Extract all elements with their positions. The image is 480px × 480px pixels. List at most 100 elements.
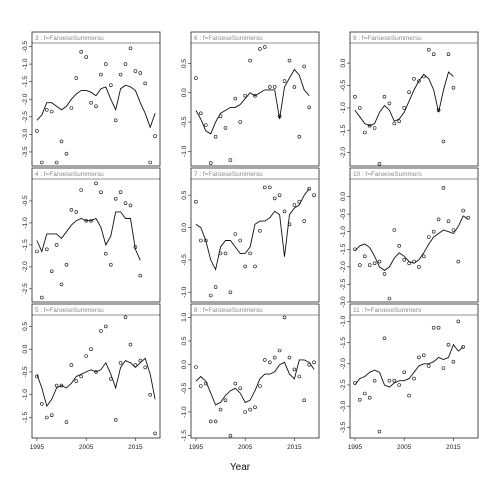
- data-point: [148, 160, 152, 165]
- data-point: [382, 272, 387, 276]
- data-point: [387, 101, 392, 106]
- y-tick-label: 0.5: [181, 336, 188, 345]
- data-point: [218, 114, 223, 118]
- data-point: [421, 353, 426, 358]
- data-point: [89, 100, 93, 105]
- data-point: [421, 74, 426, 79]
- y-tick-label: -1.5: [22, 412, 29, 424]
- data-point: [402, 106, 407, 110]
- data-point: [49, 413, 54, 418]
- data-point: [282, 209, 287, 214]
- data-point: [407, 393, 411, 398]
- y-tick-label: -2.0: [340, 358, 347, 370]
- data-point: [312, 193, 316, 197]
- panel-title: 8 : f=FaroeseSummersu: [194, 307, 263, 314]
- data-point: [94, 181, 98, 186]
- data-point: [69, 363, 74, 367]
- data-point: [392, 228, 397, 232]
- data-point: [223, 398, 228, 403]
- data-point: [208, 419, 213, 424]
- trend-line: [36, 84, 156, 129]
- data-point: [138, 358, 143, 363]
- data-point: [138, 71, 143, 75]
- data-point: [287, 58, 292, 63]
- y-tick-label: -0.5: [340, 80, 347, 92]
- y-tick-label: -2.5: [340, 379, 347, 391]
- data-point: [412, 259, 416, 264]
- data-point: [84, 55, 88, 59]
- panel-2: 6 : f=FaroeseSummersu 0.5 0.0 -0.5 -1.0: [181, 31, 320, 167]
- data-point: [262, 358, 267, 362]
- data-point: [362, 254, 367, 259]
- data-point: [74, 76, 79, 80]
- data-point: [431, 52, 436, 57]
- data-point: [307, 105, 312, 110]
- data-point: [436, 108, 441, 112]
- y-tick-label: -0.5: [181, 382, 188, 394]
- y-tick-label: -3.5: [22, 146, 29, 158]
- data-point: [133, 363, 138, 367]
- data-point: [456, 319, 461, 324]
- x-tick-label: 1995: [189, 444, 204, 451]
- y-tick-label: 0.5: [181, 59, 188, 68]
- panel-title: 6 : f=FaroeseSummersu: [194, 35, 263, 42]
- panel-frame: [349, 167, 479, 303]
- data-point: [199, 238, 203, 243]
- panel-4: 4 : f=FaroeseSummersu -0.5 -1.0 -1.5 -2.0 -2.…: [22, 167, 161, 303]
- data-point: [218, 251, 223, 256]
- y-tick-label: -1.0: [340, 226, 347, 238]
- data-point: [402, 370, 407, 375]
- data-point: [431, 229, 436, 234]
- y-tick-label: -2.5: [22, 283, 29, 295]
- data-point: [69, 106, 74, 110]
- data-point: [128, 342, 133, 347]
- data-point: [128, 203, 133, 208]
- data-point: [123, 62, 128, 66]
- data-point: [199, 111, 203, 116]
- data-point: [213, 285, 218, 289]
- panel-3: 9 : f=FaroeseSummersu 0.0 -0.5 -1.0 -1.5 -2.0: [340, 31, 479, 167]
- data-point: [39, 160, 44, 165]
- data-point: [372, 126, 377, 130]
- y-tick-label: -2.0: [340, 261, 347, 273]
- data-point: [436, 217, 441, 222]
- panel-frame: [349, 31, 479, 167]
- data-point: [133, 69, 138, 73]
- data-point: [282, 315, 287, 320]
- trend-line: [195, 68, 310, 135]
- data-point: [233, 96, 238, 101]
- y-tick-label: -2.0: [340, 147, 347, 159]
- x-tick-label: 2015: [128, 444, 143, 451]
- data-point: [123, 315, 128, 320]
- y-tick-label: 0.0: [181, 88, 188, 97]
- data-point: [302, 219, 307, 223]
- data-point: [357, 106, 362, 110]
- y-tick-label: 0.5: [181, 190, 188, 199]
- panel-8: 8 : f=FaroeseSummersu 1.0 0.5 0.0 -0.5 -1.0 -1…: [181, 303, 320, 451]
- y-tick-label: -0.5: [181, 254, 188, 266]
- data-point: [426, 364, 431, 368]
- data-point: [451, 85, 456, 90]
- data-point: [353, 247, 357, 252]
- data-point: [466, 215, 471, 220]
- data-point: [104, 251, 108, 256]
- data-point: [54, 383, 59, 388]
- data-point: [238, 386, 242, 391]
- y-tick-label: -0.5: [22, 41, 29, 53]
- y-tick-label: -1.0: [22, 389, 29, 401]
- data-point: [148, 392, 152, 397]
- data-point: [109, 262, 113, 267]
- data-point: [248, 251, 252, 256]
- data-point: [412, 77, 416, 81]
- data-point: [397, 119, 402, 124]
- data-point: [367, 263, 372, 267]
- data-point: [243, 264, 247, 269]
- data-point: [262, 185, 267, 190]
- data-point: [64, 420, 69, 424]
- trend-line: [36, 357, 156, 408]
- data-point: [287, 355, 292, 360]
- x-tick-label: 2015: [446, 444, 461, 451]
- data-point: [267, 185, 272, 190]
- data-point: [417, 79, 421, 83]
- data-point: [387, 296, 392, 301]
